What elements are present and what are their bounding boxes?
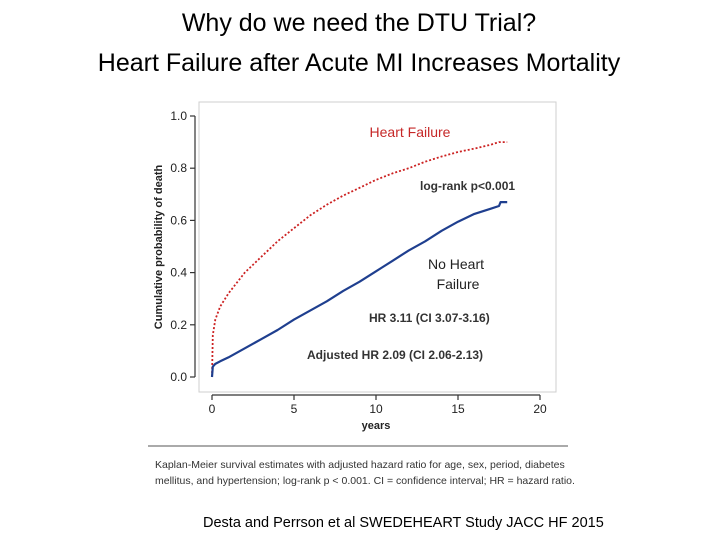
y-tick-label: 1.0 <box>170 109 187 123</box>
x-tick-label: 20 <box>533 402 547 416</box>
y-tick-label: 0.8 <box>170 161 187 175</box>
hr-label: HR 3.11 (CI 3.07-3.16) <box>369 311 490 325</box>
no-heart-failure-label-line2: Failure <box>437 276 480 292</box>
plot-frame <box>198 101 557 393</box>
x-tick-label: 10 <box>369 402 383 416</box>
figure-caption: Kaplan-Meier survival estimates with adj… <box>155 459 575 487</box>
series-no-heart-failure-line <box>210 201 508 378</box>
y-tick-label: 0.2 <box>170 318 187 332</box>
no-heart-failure-label-line1: No Heart <box>428 256 484 272</box>
no-hf-label-bg <box>420 251 500 295</box>
heart-failure-label: Heart Failure <box>370 124 451 140</box>
y-tick-label: 0.4 <box>170 266 187 280</box>
y-tick-label: 0.6 <box>170 213 187 227</box>
title-line-2: Heart Failure after Acute MI Increases M… <box>97 49 621 77</box>
y-tick-label: 0.0 <box>170 370 187 384</box>
series-heart-failure-line <box>211 141 508 378</box>
x-tick-label: 5 <box>291 402 298 416</box>
citation: Desta and Perrson et al SWEDEHEART Study… <box>203 515 604 531</box>
x-tick-label: 15 <box>451 402 465 416</box>
x-tick-label: 0 <box>209 402 216 416</box>
logrank-label: log-rank p<0.001 <box>420 179 515 193</box>
x-axis-label: years <box>362 420 391 432</box>
adjusted-hr-label: Adjusted HR 2.09 (CI 2.06-2.13) <box>307 348 483 362</box>
title-line-1: Why do we need the DTU Trial? <box>181 9 537 37</box>
y-axis-label: Cumulative probability of death <box>153 165 165 330</box>
